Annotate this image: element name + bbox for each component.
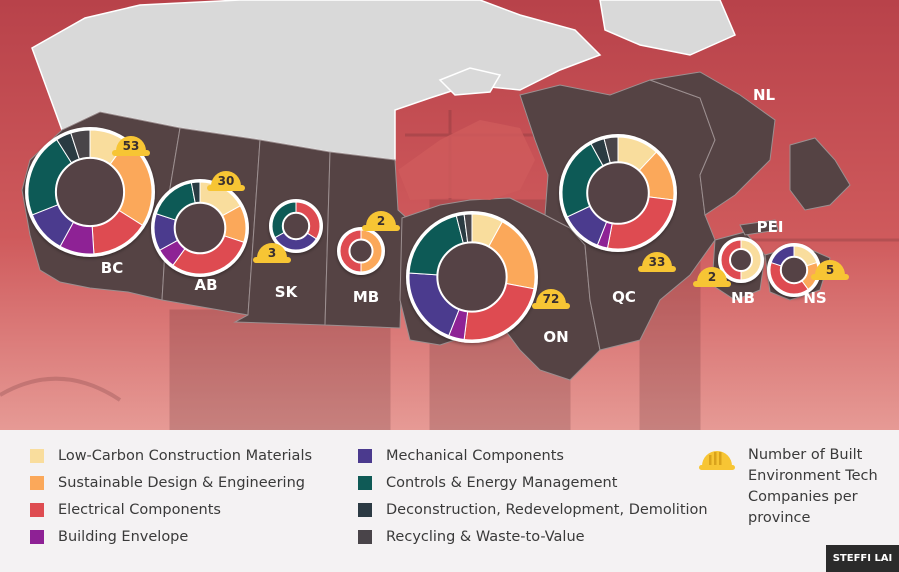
legend-label: Sustainable Design & Engineering (58, 475, 305, 491)
legend-label: Building Envelope (58, 529, 189, 545)
island-newfoundland (789, 137, 851, 211)
hat-brim (112, 150, 150, 156)
hat-brim (362, 225, 400, 231)
province-label-ns: NS (803, 289, 826, 307)
hat-dome (642, 252, 672, 267)
hat-dome (366, 211, 396, 226)
donut-ns (767, 243, 821, 297)
legend-swatch (358, 476, 372, 490)
donut-hole (779, 255, 809, 285)
donut-nb (718, 237, 764, 283)
company-count-ns: 5 (826, 263, 834, 277)
company-count-ab: 30 (218, 174, 235, 188)
hat-dome (257, 243, 287, 258)
legend-swatch (30, 476, 44, 490)
arctic-islands (599, 0, 736, 56)
company-count-bc: 53 (123, 139, 140, 153)
hard-hat-icon: 30 (207, 171, 245, 191)
legend-label: Mechanical Components (386, 448, 564, 464)
donut-hole (436, 241, 508, 313)
province-label-pei: PEI (757, 218, 784, 236)
province-label-bc: BC (101, 259, 123, 277)
hat-brim (811, 274, 849, 280)
donut-hole (281, 211, 311, 241)
donut-hole (729, 248, 753, 272)
hard-hat-icon: 2 (362, 211, 400, 231)
province-label-nb: NB (731, 289, 755, 307)
hat-dome (697, 267, 727, 282)
legend-label: Controls & Energy Management (386, 475, 618, 491)
legend-item-recycling: Recycling & Waste-to-Value (358, 527, 585, 547)
donut-hole (54, 156, 126, 228)
legend-item-controls-energy: Controls & Energy Management (358, 473, 617, 493)
hat-brim (253, 257, 291, 263)
hudson-bay (398, 120, 535, 200)
legend-label: Recycling & Waste-to-Value (386, 529, 585, 545)
legend-swatch (30, 530, 44, 544)
hat-dome (536, 289, 566, 304)
donut-bc (25, 127, 155, 257)
company-count-qc: 33 (649, 255, 666, 269)
legend-swatch (30, 503, 44, 517)
donut-on (406, 211, 538, 343)
legend-label: Electrical Components (58, 502, 221, 518)
legend-item-low-carbon: Low-Carbon Construction Materials (30, 446, 312, 466)
donut-sk (269, 199, 323, 253)
hat-dome (116, 136, 146, 151)
donut-ab (151, 179, 249, 277)
canada-map: 53 30 3 2 72 33 2 5 NL PEI BC AB SK MB ON QC NB NS (0, 0, 899, 430)
legend-item-electrical: Electrical Components (30, 500, 221, 520)
province-label-mb: MB (353, 288, 379, 306)
hat-layer: 53 30 3 2 72 33 2 5 (112, 136, 849, 309)
hard-hat-icon: 5 (811, 260, 849, 280)
hard-hat-icon: 2 (693, 267, 731, 287)
province-label-on: ON (543, 328, 568, 346)
donut-hole (348, 238, 374, 264)
hat-brim (532, 303, 570, 309)
province-label-nl: NL (753, 86, 776, 104)
hat-legend-label: Number of Built Environment Tech Compani… (748, 447, 878, 526)
province-label-qc: QC (612, 288, 636, 306)
donut-hole (586, 161, 650, 225)
company-count-nb: 2 (708, 270, 716, 284)
legend-label: Deconstruction, Redevelopment, Demolitio… (386, 502, 708, 518)
province-shape-nl (649, 71, 776, 216)
legend: Low-Carbon Construction Materials Sustai… (0, 430, 899, 572)
company-count-sk: 3 (268, 246, 276, 260)
hat-dome (211, 171, 241, 186)
company-count-on: 72 (543, 292, 560, 306)
legend-item-mechanical: Mechanical Components (358, 446, 564, 466)
author-credit: STEFFI LAI (826, 545, 899, 572)
donut-qc (559, 134, 677, 252)
hat-dome (815, 260, 845, 275)
hard-hat-icon (699, 451, 735, 470)
hard-hat-icon: 72 (532, 289, 570, 309)
legend-swatch (358, 449, 372, 463)
province-shape-pei (739, 219, 779, 236)
donut-layer (25, 127, 821, 343)
legend-swatch (358, 530, 372, 544)
legend-item-sustainable-design: Sustainable Design & Engineering (30, 473, 305, 493)
hat-brim (207, 185, 245, 191)
hard-hat-icon: 33 (638, 252, 676, 272)
hard-hat-icon: 53 (112, 136, 150, 156)
legend-item-building-envelope: Building Envelope (30, 527, 188, 547)
donut-hole (173, 201, 227, 255)
legend-swatch (358, 503, 372, 517)
province-label-sk: SK (275, 283, 299, 301)
company-count-mb: 2 (377, 214, 385, 228)
hat-brim (693, 281, 731, 287)
arctic-island-small (438, 67, 502, 96)
legend-swatch (30, 449, 44, 463)
legend-label: Low-Carbon Construction Materials (58, 448, 313, 464)
donut-mb (337, 227, 385, 275)
legend-item-deconstruction: Deconstruction, Redevelopment, Demolitio… (358, 500, 708, 520)
hard-hat-icon: 3 (253, 243, 291, 263)
province-label-ab: AB (194, 276, 217, 294)
hat-brim (638, 266, 676, 272)
